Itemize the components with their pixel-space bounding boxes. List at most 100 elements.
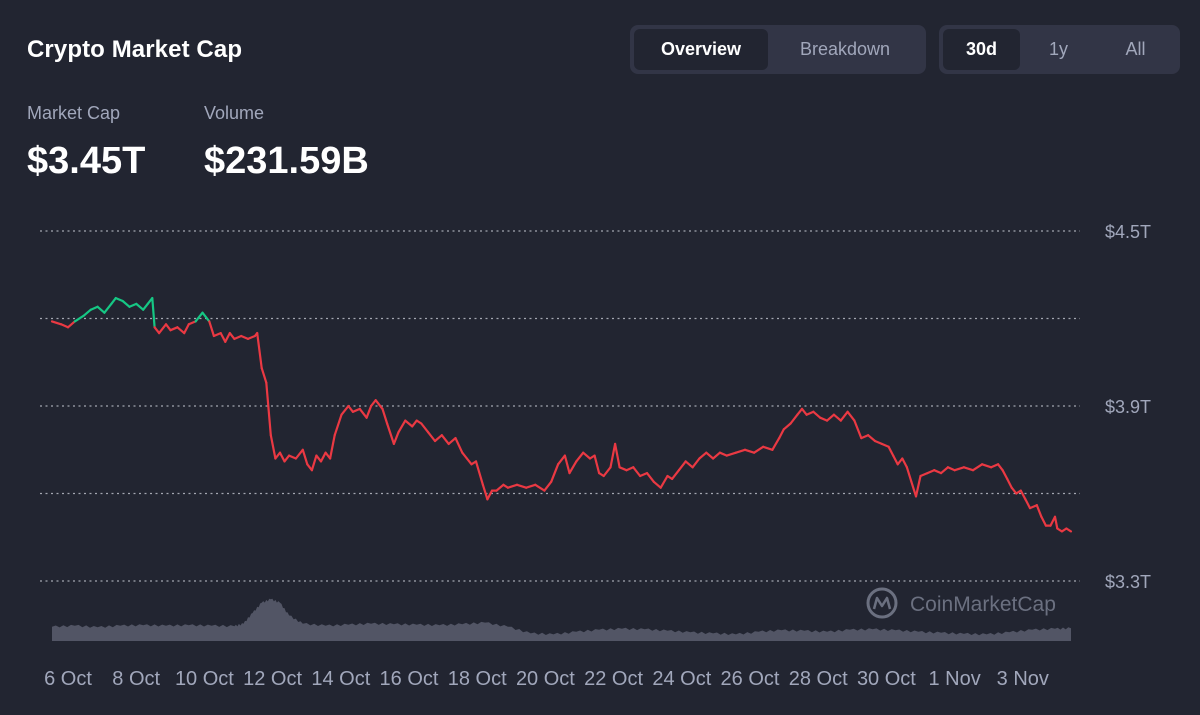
price-line-segment bbox=[926, 469, 936, 475]
price-line-segment bbox=[556, 454, 567, 466]
price-line-segment bbox=[194, 311, 204, 323]
range-30d-button[interactable]: 30d bbox=[943, 29, 1020, 70]
price-line-segment bbox=[82, 308, 92, 317]
price-line-segment bbox=[652, 480, 662, 489]
price-line-segment bbox=[176, 326, 186, 335]
price-line-segment bbox=[224, 332, 231, 343]
price-line-segment bbox=[208, 320, 215, 338]
price-line-segment bbox=[618, 466, 628, 472]
price-line-segment bbox=[901, 457, 909, 469]
price-line-segment bbox=[543, 480, 553, 492]
x-tick-label: 8 Oct bbox=[112, 668, 160, 690]
price-line-segment bbox=[260, 367, 268, 384]
price-line-segment bbox=[771, 437, 781, 451]
price-line-segment bbox=[659, 474, 669, 489]
price-line-segment bbox=[274, 451, 282, 460]
price-line-segment bbox=[96, 305, 106, 314]
y-tick-label: $3.3T bbox=[1105, 572, 1151, 592]
price-line-segment bbox=[481, 483, 489, 501]
x-tick-label: 12 Oct bbox=[243, 668, 302, 690]
x-tick-label: 14 Oct bbox=[311, 668, 370, 690]
price-line-segment bbox=[288, 454, 297, 460]
price-line-segment bbox=[625, 466, 635, 472]
price-line-segment bbox=[880, 442, 890, 448]
price-line-segment bbox=[953, 466, 966, 472]
price-line-segment bbox=[365, 404, 373, 419]
price-line-segment bbox=[153, 326, 161, 335]
tab-overview[interactable]: Overview bbox=[634, 29, 768, 70]
page-title: Crypto Market Cap bbox=[27, 36, 243, 63]
price-line-segment bbox=[386, 422, 395, 445]
volume-label: Volume bbox=[204, 103, 265, 123]
price-line-segment bbox=[411, 419, 418, 428]
price-line-segment bbox=[892, 454, 899, 466]
price-line-segment bbox=[1019, 489, 1027, 501]
price-line-segment bbox=[873, 439, 883, 445]
market-cap-label: Market Cap bbox=[27, 103, 121, 123]
price-line-segment bbox=[819, 416, 829, 422]
price-line-segment bbox=[310, 454, 318, 472]
price-line-segment bbox=[609, 442, 617, 469]
price-line-segment bbox=[50, 320, 63, 326]
price-line-segment bbox=[187, 320, 197, 326]
price-line-segment bbox=[602, 466, 612, 478]
price-line-segment bbox=[315, 454, 323, 463]
price-line-segment bbox=[825, 413, 836, 422]
x-tick-label: 20 Oct bbox=[516, 668, 575, 690]
price-line-segment bbox=[319, 451, 327, 463]
price-line-segment bbox=[142, 302, 149, 311]
x-tick-label: 22 Oct bbox=[584, 668, 643, 690]
price-line-segment bbox=[582, 451, 592, 460]
price-line-segment bbox=[971, 463, 984, 472]
price-line-segment bbox=[860, 434, 870, 440]
price-line-segment bbox=[839, 410, 849, 422]
y-tick-label: $4.5T bbox=[1105, 222, 1151, 242]
price-line-segment bbox=[613, 442, 621, 469]
price-line-segment bbox=[347, 404, 354, 413]
tab-breakdown[interactable]: Breakdown bbox=[799, 39, 891, 59]
price-line-segment bbox=[427, 431, 437, 443]
price-line-segment bbox=[568, 460, 578, 475]
price-line-segment bbox=[705, 451, 715, 460]
price-line-segment bbox=[896, 457, 904, 466]
price-line-segment bbox=[990, 463, 1000, 469]
price-line-segment bbox=[374, 399, 384, 410]
price-line-segment bbox=[525, 483, 537, 489]
y-axis-labels: $4.5T $3.9T $3.3T bbox=[1105, 222, 1151, 592]
price-line-segment bbox=[269, 434, 277, 460]
price-line-segment bbox=[800, 407, 808, 416]
x-tick-label: 30 Oct bbox=[857, 668, 916, 690]
grid-lines bbox=[40, 230, 1080, 582]
y-tick-label: $3.9T bbox=[1105, 397, 1151, 417]
volume-value: $231.59B bbox=[204, 140, 369, 182]
price-line-segment bbox=[534, 483, 546, 492]
price-line-segment bbox=[103, 302, 113, 314]
price-line-segment bbox=[550, 463, 560, 483]
price-line-segment bbox=[283, 454, 291, 463]
range-all-button[interactable]: All bbox=[1125, 39, 1146, 59]
price-line-segment bbox=[433, 434, 443, 443]
range-1y-button[interactable]: 1y bbox=[1048, 39, 1068, 59]
price-line-segment bbox=[632, 466, 642, 478]
price-line-segment bbox=[853, 419, 863, 440]
price-line-segment bbox=[919, 472, 929, 478]
price-line-segment bbox=[329, 434, 336, 460]
price-line-segment bbox=[832, 413, 842, 422]
price-line-segment bbox=[887, 445, 895, 457]
price-line-segment bbox=[933, 469, 943, 475]
price-line-segment bbox=[151, 297, 156, 329]
watermark-text: CoinMarketCap bbox=[910, 593, 1056, 616]
price-line-segment bbox=[1001, 469, 1009, 480]
price-line-segment bbox=[905, 466, 913, 483]
price-line-segment bbox=[789, 413, 799, 425]
price-line-segment bbox=[447, 437, 457, 445]
price-line-segment bbox=[1028, 504, 1038, 510]
price-line-segment bbox=[246, 334, 256, 340]
price-line-segment bbox=[454, 437, 464, 454]
price-line-segment bbox=[593, 454, 601, 475]
price-line-segment bbox=[164, 323, 172, 332]
price-line-segment bbox=[691, 457, 701, 469]
x-tick-label: 24 Oct bbox=[652, 668, 711, 690]
x-tick-label: 26 Oct bbox=[721, 668, 780, 690]
